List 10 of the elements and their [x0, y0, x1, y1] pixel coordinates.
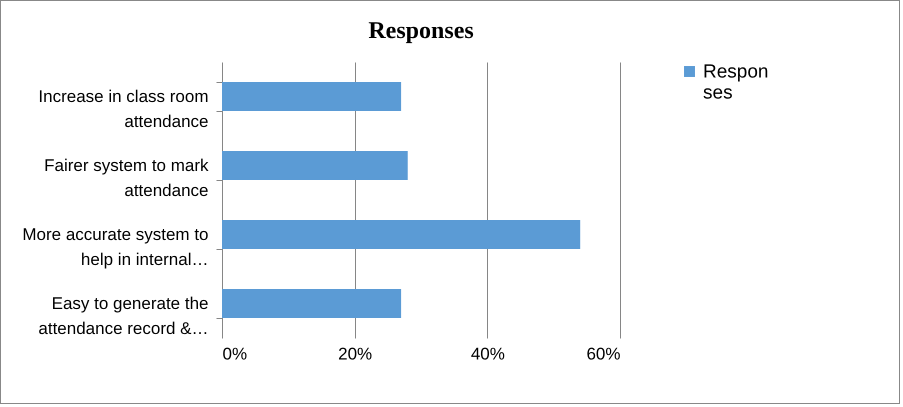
y-tick-label: Fairer system to mark attendance	[44, 156, 209, 200]
y-tick-label: Increase in class room attendance	[38, 87, 208, 131]
x-tick-label: 0%	[222, 344, 248, 364]
x-tick-label: 20%	[338, 344, 372, 364]
x-tick-label: 40%	[470, 344, 505, 364]
x-tick-label: 60%	[586, 344, 620, 364]
y-tick-label: Easy to generate the attendance record &…	[38, 294, 208, 338]
y-tick-label: More accurate system to help in internal…	[22, 225, 208, 269]
legend-label: Responses	[703, 62, 768, 104]
chart-title: Responses	[368, 18, 474, 44]
